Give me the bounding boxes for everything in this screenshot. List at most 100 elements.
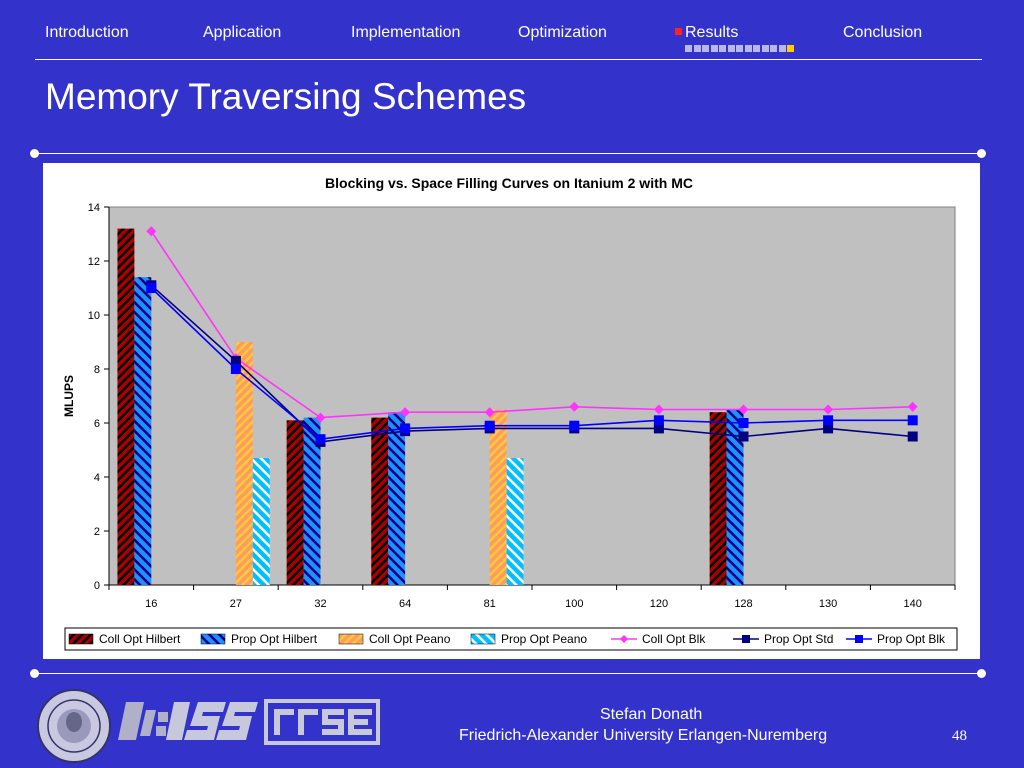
square-marker — [146, 283, 157, 293]
bar — [134, 277, 152, 585]
progress-square — [753, 45, 760, 52]
chart-legend: Coll Opt Hilbert Prop Opt Hilbert Coll Opt… — [64, 627, 958, 651]
legend-marker — [620, 635, 628, 643]
rule-dot-left — [30, 149, 39, 158]
progress-square — [693, 45, 701, 52]
progress-square — [778, 45, 786, 52]
slide-title: Memory Traversing Schemes — [45, 76, 527, 117]
diamond-marker — [907, 401, 918, 412]
progress-square — [710, 45, 718, 52]
y-tick-label: 8 — [94, 364, 100, 376]
nav-conclusion[interactable]: Conclusion — [843, 24, 923, 41]
bar — [709, 412, 727, 585]
x-tick-label: 130 — [819, 598, 837, 610]
legend-swatch — [338, 633, 364, 645]
progress-square — [787, 45, 794, 52]
x-tick-label: 120 — [650, 598, 668, 610]
progress-square — [761, 45, 769, 52]
rrze-logo-icon — [264, 699, 380, 745]
footer-affiliation: Friedrich-Alexander University Erlangen-… — [459, 727, 828, 744]
lss-logo-icon — [118, 702, 258, 740]
x-tick-label: 32 — [314, 598, 326, 610]
x-tick-label: 81 — [484, 598, 496, 610]
legend-label: Coll Opt Hilbert — [99, 632, 181, 646]
progress-square — [744, 45, 752, 52]
y-axis: 0 2 4 6 8 10 12 14 — [88, 202, 110, 592]
square-marker — [569, 420, 580, 431]
square-marker — [400, 423, 411, 434]
bar — [303, 417, 321, 585]
nav-application[interactable]: Application — [203, 24, 282, 41]
square-marker — [653, 423, 664, 434]
nav-optimization[interactable]: Optimization — [518, 24, 607, 41]
footer-author: Stefan Donath — [600, 706, 703, 723]
nav-results-label: Results — [685, 24, 739, 41]
diamond-marker — [738, 404, 749, 415]
progress-square — [685, 45, 692, 52]
y-tick-label: 6 — [94, 418, 100, 430]
x-tick-label: 27 — [230, 598, 242, 610]
bar-series-group — [117, 228, 744, 585]
square-marker — [230, 364, 241, 374]
header-divider — [35, 59, 982, 60]
bar — [117, 228, 135, 585]
y-tick-label: 2 — [94, 526, 100, 538]
legend-swatch — [200, 633, 226, 645]
square-marker — [484, 420, 495, 431]
square-marker — [823, 423, 834, 434]
diamond-marker — [569, 401, 580, 412]
nav-implementation[interactable]: Implementation — [351, 24, 461, 41]
x-tick-label: 16 — [145, 598, 157, 610]
series-line — [150, 284, 913, 443]
progress-square — [719, 45, 726, 52]
square-marker — [823, 415, 834, 426]
y-tick-label: 4 — [94, 472, 100, 484]
rule-dot-left — [30, 669, 39, 678]
chart-title: Blocking vs. Space Filling Curves on Ita… — [325, 175, 693, 191]
rule-dot-right — [977, 669, 986, 678]
legend-marker — [855, 635, 863, 643]
bar — [726, 409, 744, 585]
square-marker — [230, 355, 241, 366]
diamond-marker — [653, 404, 664, 415]
x-tick-label: 140 — [904, 598, 922, 610]
legend-label: Prop Opt Hilbert — [231, 632, 318, 646]
legend-label: Prop Opt Peano — [501, 632, 587, 646]
page-number: 48 — [952, 728, 967, 744]
bar — [489, 409, 507, 585]
series-line — [150, 230, 913, 419]
square-marker — [738, 431, 749, 442]
progress-square — [736, 45, 743, 52]
nav-introduction[interactable]: Introduction — [45, 24, 129, 41]
lower-rule — [30, 669, 986, 678]
square-marker — [738, 418, 749, 428]
y-tick-label: 12 — [88, 256, 100, 268]
x-tick-label: 100 — [565, 598, 583, 610]
top-navigation: Introduction Application Implementation … — [0, 24, 1024, 44]
bar — [388, 412, 406, 585]
rule-dot-right — [977, 149, 986, 158]
active-section-marker — [675, 28, 682, 35]
y-tick-label: 14 — [88, 202, 100, 214]
bar — [235, 342, 253, 585]
upper-rule — [30, 149, 986, 158]
progress-square — [702, 45, 709, 52]
nav-results[interactable]: Results — [675, 24, 738, 42]
legend-swatch — [470, 633, 496, 645]
line-series-group — [146, 226, 918, 447]
diamond-marker — [400, 407, 411, 418]
legend-box — [64, 627, 958, 651]
legend-label: Coll Opt Peano — [369, 632, 451, 646]
x-axis: 16 27 32 64 81 100 120 128 130 140 — [108, 584, 956, 610]
progress-square — [727, 45, 735, 52]
diamond-marker — [146, 226, 157, 237]
square-marker — [315, 434, 326, 445]
x-tick-label: 64 — [399, 598, 411, 610]
diamond-marker — [823, 404, 834, 415]
y-tick-label: 10 — [88, 310, 100, 322]
bar — [506, 458, 524, 585]
diamond-marker — [315, 412, 326, 423]
legend-label: Coll Opt Blk — [642, 632, 706, 646]
bar — [371, 417, 389, 585]
diamond-marker — [484, 407, 495, 418]
